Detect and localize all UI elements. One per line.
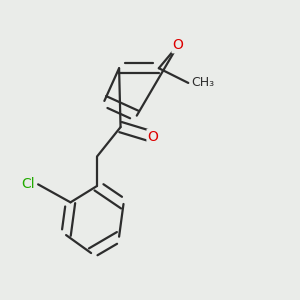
Text: O: O xyxy=(148,130,158,144)
Text: Cl: Cl xyxy=(22,177,35,191)
Text: O: O xyxy=(172,38,183,52)
Text: CH₃: CH₃ xyxy=(191,76,214,89)
